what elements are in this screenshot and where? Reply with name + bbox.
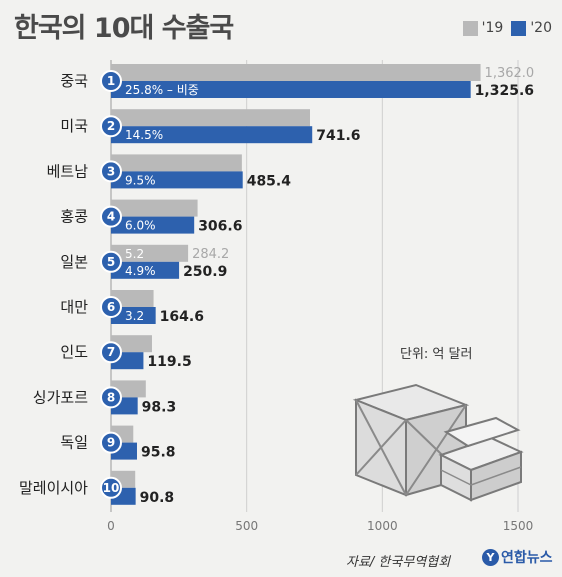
rank-number: 10: [103, 481, 120, 495]
share-label-2020: 3.2: [125, 309, 144, 323]
category-label: 독일: [60, 434, 88, 452]
category-label: 베트남: [47, 162, 89, 180]
crates-icon: [352, 383, 524, 502]
value-label-2019: 1,362.0: [485, 66, 535, 81]
legend-swatch-2020: [511, 20, 527, 36]
bar-2020: [111, 261, 180, 279]
category-label: 미국: [60, 117, 88, 135]
rank-number: 7: [107, 345, 115, 359]
rank-badge: [100, 296, 122, 318]
x-tick-label: 500: [235, 519, 258, 533]
legend-label-2019: '19: [481, 20, 504, 36]
rank-badge: [100, 476, 122, 499]
share-label-2020: 25.8% – 비중: [125, 83, 199, 97]
share-label-2019: 5.2: [125, 247, 144, 261]
rank-badge: [100, 115, 122, 138]
legend: '19 '20: [455, 20, 552, 36]
logo-icon: Y: [482, 548, 499, 566]
rank-number: 2: [107, 119, 115, 133]
bar-2019: [111, 335, 152, 353]
rank-number: 9: [107, 436, 115, 450]
share-label-2020: 4.9%: [125, 264, 156, 278]
rank-badge: [100, 431, 122, 454]
rank-badge: [100, 386, 122, 409]
value-label-2020: 306.6: [198, 219, 242, 235]
value-label-2020: 164.6: [160, 309, 204, 325]
value-label-2020: 119.5: [147, 354, 191, 370]
value-label-2020: 250.9: [183, 264, 227, 280]
category-label: 일본: [60, 253, 88, 271]
bar-2019: [111, 64, 481, 81]
rank-badge: [100, 205, 122, 228]
rank-number: 6: [107, 300, 115, 314]
rank-badge: [100, 70, 122, 92]
value-label-2020: 95.8: [141, 445, 176, 461]
rank-badge: [100, 341, 122, 364]
rank-badge: [100, 160, 122, 183]
rank-number: 4: [107, 210, 115, 224]
category-label: 홍콩: [60, 208, 88, 226]
bar-2019: [111, 290, 154, 307]
chart-title: 한국의 10대 수출국: [14, 13, 234, 44]
legend-item-2020: '20: [511, 20, 552, 36]
category-label: 인도: [60, 343, 88, 361]
category-label: 대만: [60, 298, 88, 316]
rank-number: 5: [107, 255, 115, 269]
category-label: 말레이시아: [19, 479, 88, 497]
share-label-2020: 6.0%: [125, 219, 156, 233]
legend-label-2020: '20: [530, 20, 552, 36]
share-label-2020: 14.5%: [125, 128, 163, 142]
value-label-2020: 1,325.6: [475, 83, 534, 99]
unit-label: 단위: 억 달러: [400, 347, 473, 362]
value-label-2020: 98.3: [142, 399, 177, 415]
category-label: 중국: [60, 72, 88, 90]
bar-2020: [111, 171, 243, 189]
rank-number: 1: [107, 74, 115, 88]
legend-swatch-2019: [462, 20, 478, 36]
value-label-2020: 741.6: [316, 128, 360, 144]
category-label: 싱가포르: [33, 388, 88, 406]
bar-2019: [111, 199, 198, 217]
publisher-logo: Y 연합뉴스: [482, 547, 553, 567]
value-label-2019: 284.2: [192, 247, 229, 262]
logo-text: 연합뉴스: [501, 550, 553, 566]
x-tick-label: 0: [107, 519, 115, 533]
rank-badge: [100, 250, 122, 273]
share-label-2020: 9.5%: [125, 173, 156, 187]
bar-2020: [111, 307, 156, 324]
x-tick-label: 1500: [503, 519, 534, 533]
bar-2020: [111, 216, 195, 234]
bar-2019: [111, 109, 310, 127]
source-note: 자료/ 한국무역협회: [346, 555, 451, 570]
x-tick-label: 1000: [367, 519, 398, 533]
bar-2020: [111, 126, 313, 144]
legend-item-2019: '19: [462, 20, 504, 36]
bar-2019: [111, 154, 242, 172]
value-label-2020: 90.8: [140, 490, 175, 506]
bar-2020: [111, 81, 471, 98]
value-label-2020: 485.4: [247, 173, 292, 189]
rank-number: 3: [107, 164, 115, 178]
rank-number: 8: [107, 390, 115, 404]
bar-2019: [111, 244, 189, 262]
